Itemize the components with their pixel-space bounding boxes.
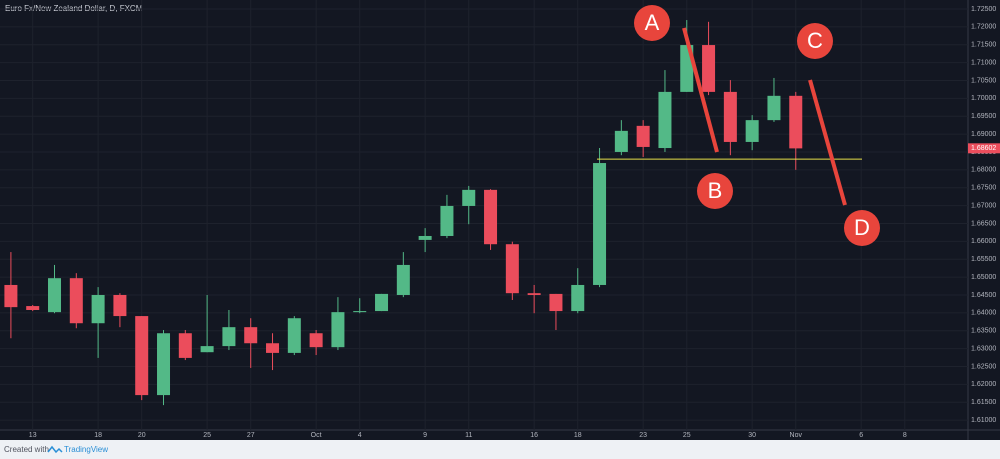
x-tick-label: 11	[465, 432, 472, 439]
candle-body	[331, 312, 345, 348]
candle-body	[396, 264, 410, 295]
candle-body	[723, 91, 737, 142]
annotation-line	[682, 27, 719, 153]
annotation-marker	[797, 23, 833, 59]
candle-body	[26, 306, 40, 310]
candle-body	[484, 189, 498, 245]
candle-body	[375, 293, 389, 312]
y-tick-label: 1.65000	[971, 274, 996, 281]
x-tick-label: 27	[247, 432, 255, 439]
candle-body	[767, 95, 781, 121]
candle-body	[462, 189, 476, 206]
y-tick-label: 1.68000	[971, 167, 996, 174]
candle-body	[353, 311, 367, 313]
footer-brand[interactable]: TradingView	[64, 445, 108, 454]
candle-body	[702, 45, 716, 92]
y-tick-label: 1.72000	[971, 24, 996, 31]
candle-body	[266, 343, 280, 353]
x-tick-label: 13	[29, 432, 37, 439]
candle-body	[789, 95, 803, 149]
candle-body	[91, 294, 105, 324]
candle-body	[527, 293, 541, 295]
candle-body	[135, 316, 149, 396]
x-tick-label: 23	[639, 432, 647, 439]
y-tick-label: 1.71500	[971, 42, 996, 49]
footer-bar	[0, 440, 1000, 459]
annotation-marker	[697, 173, 733, 209]
y-tick-label: 1.63500	[971, 328, 996, 335]
last-price-label: 1.68602	[971, 145, 996, 152]
candle-body	[418, 235, 432, 240]
x-tick-label: 16	[530, 432, 538, 439]
annotation-marker	[634, 5, 670, 41]
y-tick-label: 1.66000	[971, 238, 996, 245]
candle-body	[658, 91, 672, 149]
annotation-label: A	[645, 10, 660, 35]
candle-body	[113, 294, 127, 317]
x-tick-label: 25	[203, 432, 211, 439]
candle-body	[571, 284, 585, 312]
annotation-marker	[844, 210, 880, 246]
candle-body	[505, 244, 519, 294]
y-tick-label: 1.65500	[971, 256, 996, 263]
candle-body	[636, 125, 650, 147]
y-tick-label: 1.70000	[971, 95, 996, 102]
last-price-box	[968, 143, 1000, 154]
candle-body	[549, 293, 563, 312]
candle-body	[745, 120, 759, 142]
x-tick-label: Nov	[790, 432, 803, 439]
annotation-label: D	[854, 215, 870, 240]
candle-body	[593, 163, 607, 285]
candle-body	[244, 327, 258, 344]
y-tick-label: 1.67500	[971, 185, 996, 192]
x-tick-label: 8	[903, 432, 907, 439]
candle-body	[69, 278, 83, 324]
candle-body	[222, 327, 236, 347]
x-tick-label: 18	[94, 432, 102, 439]
candle-body	[157, 333, 171, 396]
candle-body	[4, 284, 18, 308]
y-tick-label: 1.62000	[971, 381, 996, 388]
y-tick-label: 1.69000	[971, 131, 996, 138]
x-tick-label: 9	[423, 432, 427, 439]
candle-body	[48, 278, 62, 313]
annotation-label: C	[807, 28, 823, 53]
y-tick-label: 1.63000	[971, 345, 996, 352]
candle-body	[287, 318, 301, 353]
y-tick-label: 1.70500	[971, 77, 996, 84]
candle-body	[309, 333, 323, 348]
x-tick-label: 25	[683, 432, 691, 439]
y-tick-label: 1.61500	[971, 399, 996, 406]
x-tick-label: 18	[574, 432, 582, 439]
candle-body	[440, 205, 454, 236]
annotation-line	[808, 79, 847, 206]
y-tick-label: 1.64500	[971, 292, 996, 299]
y-tick-label: 1.62500	[971, 363, 996, 370]
annotation-label: B	[708, 178, 723, 203]
y-tick-label: 1.67000	[971, 202, 996, 209]
x-tick-label: Oct	[311, 432, 322, 439]
candle-body	[200, 346, 214, 353]
y-tick-label: 1.66500	[971, 220, 996, 227]
x-tick-label: 20	[138, 432, 146, 439]
y-tick-label: 1.61000	[971, 417, 996, 424]
y-tick-label: 1.72500	[971, 6, 996, 13]
y-tick-label: 1.64000	[971, 310, 996, 317]
x-tick-label: 30	[748, 432, 756, 439]
candle-body	[178, 333, 192, 358]
footer-text: Created with	[4, 445, 49, 454]
y-tick-label: 1.71000	[971, 59, 996, 66]
candle-body	[614, 130, 628, 152]
x-tick-label: 6	[859, 432, 863, 439]
brand-logo	[47, 445, 63, 454]
x-tick-label: 4	[358, 432, 362, 439]
y-tick-label: 1.69500	[971, 113, 996, 120]
